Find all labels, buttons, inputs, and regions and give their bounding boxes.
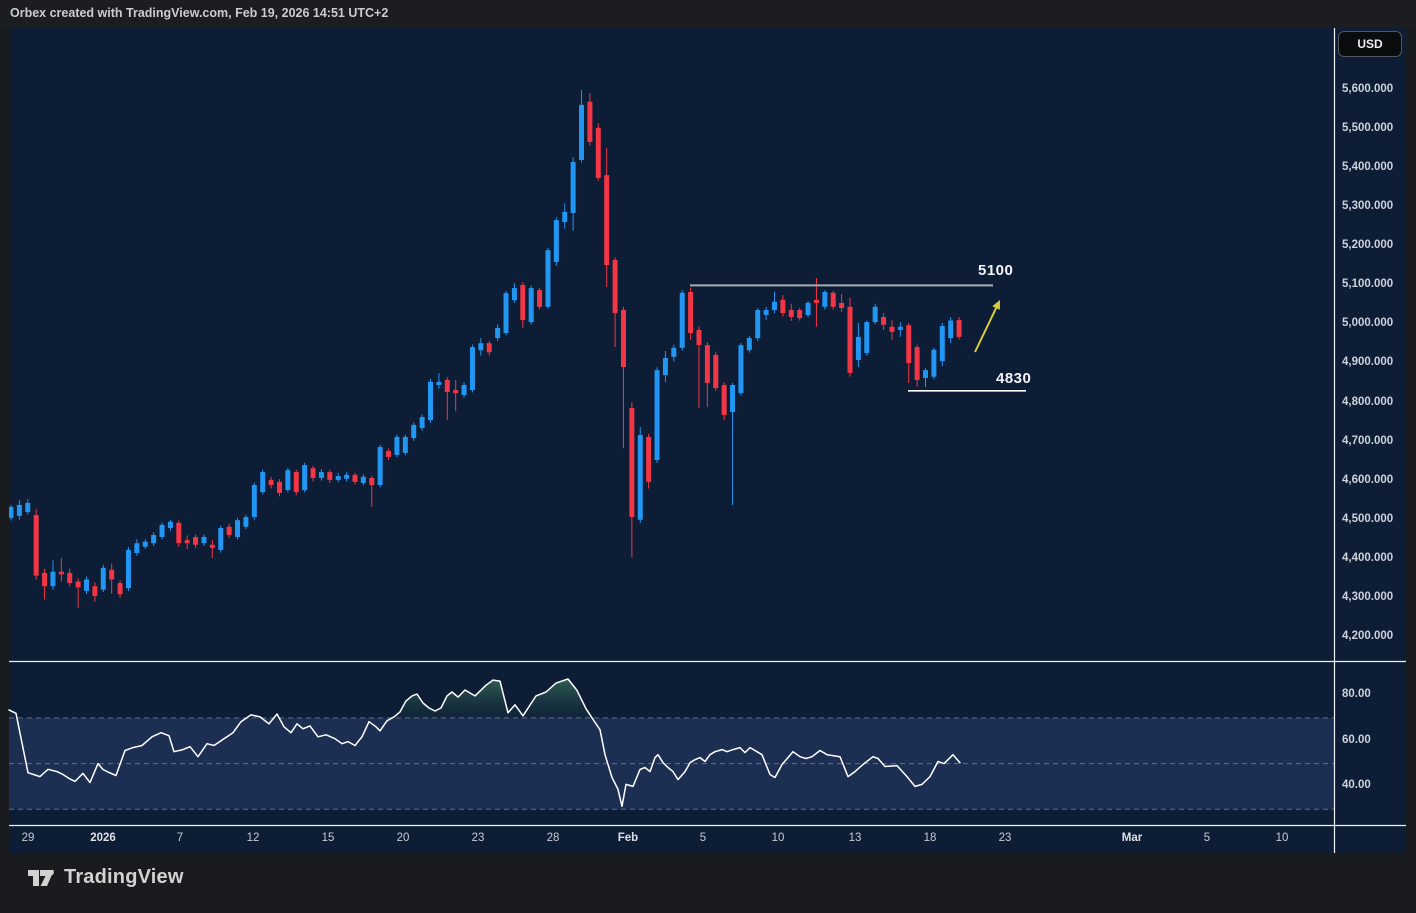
price-axis-label: 5,000.000 xyxy=(1342,317,1394,330)
price-axis-label: 5,200.000 xyxy=(1342,239,1394,252)
price-axis-label: 4,500.000 xyxy=(1342,512,1394,525)
candles-layer xyxy=(9,90,962,609)
arrow-head-icon xyxy=(992,300,1000,310)
price-axis-label: 5,500.000 xyxy=(1342,122,1394,135)
time-axis-label: 23 xyxy=(471,832,485,844)
time-axis-label: 10 xyxy=(1275,832,1289,844)
time-axis-label: 15 xyxy=(321,832,335,844)
chart-background xyxy=(9,28,1406,853)
time-axis-label: 28 xyxy=(546,832,560,844)
tradingview-logo-icon xyxy=(28,869,54,886)
rsi-axis-label: 60.00 xyxy=(1342,733,1371,746)
price-axis-label: 5,100.000 xyxy=(1342,278,1394,291)
time-axis-label: 13 xyxy=(848,832,862,844)
price-axis-label: 4,300.000 xyxy=(1342,590,1394,603)
time-axis-label: Mar xyxy=(1121,832,1143,844)
rsi-overbought-fill xyxy=(9,679,593,718)
attribution-bar: Orbex created with TradingView.com, Feb … xyxy=(0,0,1416,28)
resistance-label[interactable]: 5100 xyxy=(978,262,1014,279)
currency-button[interactable]: USD xyxy=(1338,31,1402,57)
time-axis-label: 2026 xyxy=(90,832,116,844)
price-axis-label: 4,800.000 xyxy=(1342,395,1394,408)
rsi-axis-label: 80.00 xyxy=(1342,688,1371,700)
price-axis-label: 4,900.000 xyxy=(1342,356,1394,369)
time-axis-label: 5 xyxy=(1203,832,1211,844)
price-axis-label: 5,400.000 xyxy=(1342,161,1394,174)
tradingview-logo-text: TradingView xyxy=(64,866,184,888)
arrow-shaft[interactable] xyxy=(974,307,998,353)
time-axis-label: 29 xyxy=(21,832,35,844)
rsi-line xyxy=(8,678,961,808)
price-axis-label: 4,400.000 xyxy=(1342,551,1394,564)
tradingview-watermark[interactable]: TradingView xyxy=(28,866,184,889)
support-label[interactable]: 4830 xyxy=(996,370,1032,387)
time-axis-label: 5 xyxy=(699,832,707,844)
time-axis-label: 23 xyxy=(998,832,1012,844)
attribution-text: Orbex created with TradingView.com, Feb … xyxy=(10,6,389,20)
rsi-axis-label: 40.00 xyxy=(1342,779,1371,792)
price-axis-label: 4,600.000 xyxy=(1342,473,1394,486)
time-axis-label: 10 xyxy=(771,832,785,844)
price-axis-label: 5,600.000 xyxy=(1342,83,1394,95)
time-axis-label: 12 xyxy=(246,832,260,844)
price-axis-label: 5,300.000 xyxy=(1342,200,1394,213)
time-axis-label: 18 xyxy=(923,832,937,844)
time-axis-label: 7 xyxy=(176,832,184,844)
time-axis-label: Feb xyxy=(617,832,639,844)
price-axis-label: 4,700.000 xyxy=(1342,434,1394,447)
price-axis-label: 4,200.000 xyxy=(1342,629,1394,642)
time-axis-label: 20 xyxy=(396,832,410,844)
